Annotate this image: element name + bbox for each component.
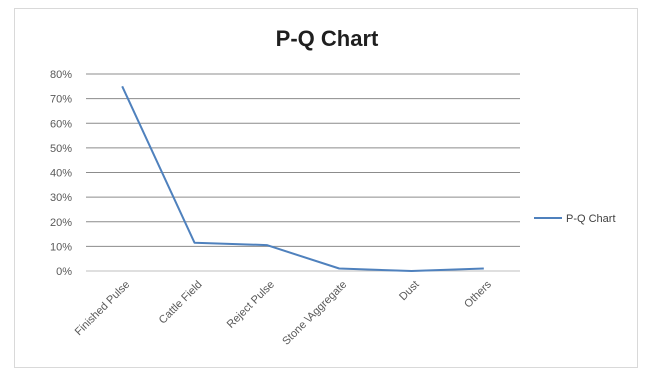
y-tick-label: 80% [50, 69, 72, 81]
y-tick-label: 30% [50, 192, 72, 204]
y-axis-ticks: 0% 10% 20% 30% 40% 50% 60% 70% 80% [50, 69, 72, 278]
x-tick-label: Reject Pulse [225, 279, 277, 331]
y-tick-label: 70% [50, 94, 72, 106]
y-tick-label: 60% [50, 118, 72, 130]
y-tick-label: 20% [50, 217, 72, 229]
y-tick-label: 0% [56, 266, 72, 278]
x-tick-label: Dust [397, 279, 421, 303]
x-tick-label: Stone \Aggregate [280, 279, 349, 348]
gridlines [86, 73, 520, 272]
x-axis-ticks: Finished Pulse Cattle Field Reject Pulse St… [73, 278, 495, 347]
y-tick-label: 40% [50, 168, 72, 180]
x-tick-label: Finished Pulse [73, 279, 133, 339]
y-tick-label: 10% [50, 241, 72, 253]
legend: P-Q Chart [534, 213, 616, 225]
x-tick-label: Others [462, 278, 494, 310]
legend-label: P-Q Chart [566, 213, 616, 225]
chart-title: P-Q Chart [275, 26, 379, 51]
x-tick-label: Cattle Field [157, 279, 205, 327]
series-line [121, 85, 484, 272]
series-layer [121, 85, 484, 272]
y-tick-label: 50% [50, 143, 72, 155]
chart-frame [14, 8, 638, 368]
